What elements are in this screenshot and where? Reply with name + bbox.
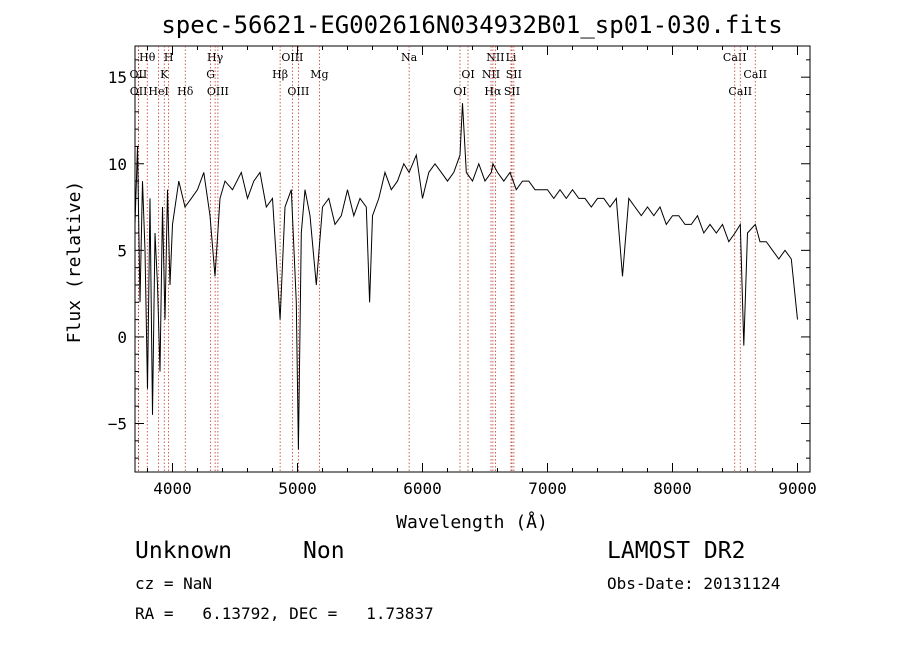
line-label: Hγ — [207, 51, 224, 64]
line-label: CaII — [728, 85, 752, 98]
line-label: OII — [130, 85, 148, 98]
y-tick-label: 15 — [108, 68, 127, 87]
chart-title: spec-56621-EG002616N034932B01_sp01-030.f… — [161, 11, 782, 39]
line-label: NII — [486, 51, 504, 64]
y-tick-label: 0 — [117, 328, 127, 347]
x-tick-label: 7000 — [528, 479, 567, 498]
line-label: Hα — [484, 85, 502, 98]
line-label: Li — [506, 51, 517, 64]
plot-frame — [134, 45, 811, 473]
line-label: Hβ — [272, 68, 288, 81]
line-label: OIII — [287, 85, 309, 98]
y-tick-label: 5 — [117, 241, 127, 260]
line-label: Hθ — [139, 51, 156, 64]
line-label: HeI — [148, 85, 168, 98]
line-label: Na — [401, 51, 418, 64]
line-label: OIII — [207, 85, 229, 98]
x-tick-label: 5000 — [278, 479, 317, 498]
coordinates: RA = 6.13792, DEC = 1.73837 — [135, 604, 434, 623]
line-label: NII — [482, 68, 500, 81]
line-label: Mg — [310, 68, 328, 81]
object-subclass: Non — [303, 538, 345, 564]
x-tick-label: 4000 — [153, 479, 192, 498]
observation-date: Obs-Date: 20131124 — [607, 574, 781, 593]
line-label: CaII — [743, 68, 767, 81]
redshift-cz: cz = NaN — [135, 574, 213, 593]
line-label: CaII — [723, 51, 747, 64]
x-tick-label: 9000 — [778, 479, 817, 498]
x-axis-label: Wavelength (Å) — [396, 511, 548, 533]
y-tick-label: −5 — [108, 415, 127, 434]
y-tick-label: 10 — [108, 155, 127, 174]
line-label: SII — [506, 68, 522, 81]
y-axis-label: Flux (relative) — [64, 181, 85, 344]
line-label: SII — [504, 85, 520, 98]
x-tick-label: 8000 — [653, 479, 692, 498]
object-class: Unknown — [135, 538, 232, 564]
line-label: OI — [461, 68, 474, 81]
line-label: G — [206, 68, 215, 81]
survey-name: LAMOST DR2 — [607, 538, 746, 564]
line-label: H — [164, 51, 174, 64]
line-label: K — [160, 68, 169, 81]
line-label: OI — [453, 85, 466, 98]
line-label: Hδ — [177, 85, 194, 98]
line-label: OIII — [281, 51, 303, 64]
x-tick-label: 6000 — [403, 479, 442, 498]
spectrum-line — [134, 103, 798, 450]
